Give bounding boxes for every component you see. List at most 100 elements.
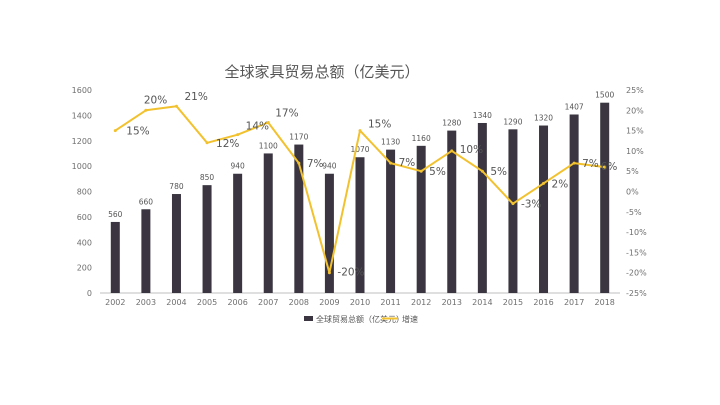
bar-value-label: 940 bbox=[322, 162, 337, 171]
x-tick-label: 2008 bbox=[289, 298, 309, 307]
right-tick-label: -15% bbox=[626, 248, 647, 257]
bar-value-label: 1070 bbox=[350, 145, 369, 154]
line-point bbox=[266, 120, 270, 124]
bar-series bbox=[110, 102, 610, 294]
left-tick-label: 600 bbox=[77, 213, 92, 222]
bar bbox=[141, 209, 151, 293]
bar-value-label: 1407 bbox=[565, 102, 584, 111]
bar bbox=[233, 173, 243, 293]
x-tick-label: 2014 bbox=[472, 298, 492, 307]
x-tick-label: 2003 bbox=[136, 298, 156, 307]
x-tick-label: 2013 bbox=[442, 298, 462, 307]
bar bbox=[508, 129, 518, 293]
x-tick-label: 2012 bbox=[411, 298, 431, 307]
x-tick-label: 2004 bbox=[166, 298, 186, 307]
right-tick-label: 25% bbox=[626, 86, 644, 95]
legend: 全球贸易总额（亿美元） 增速 bbox=[304, 314, 418, 324]
x-tick-label: 2006 bbox=[227, 298, 247, 307]
line-value-label: 5% bbox=[490, 166, 507, 178]
left-tick-label: 800 bbox=[77, 188, 92, 197]
line-value-label: 17% bbox=[275, 107, 298, 119]
bar-labels: 560 660 780 850 940 1100 1170 940 1070 1130 1160 12… bbox=[108, 91, 614, 219]
bar-value-label: 560 bbox=[108, 210, 123, 219]
bar bbox=[263, 153, 273, 293]
legend-bar-label: 全球贸易总额（亿美元） bbox=[316, 314, 404, 324]
bar-value-label: 1160 bbox=[412, 134, 431, 143]
line-point bbox=[480, 169, 484, 173]
line-value-label: 15% bbox=[368, 119, 391, 131]
line-point bbox=[174, 104, 178, 108]
line-value-label: 21% bbox=[184, 91, 207, 103]
line-point bbox=[236, 133, 240, 137]
bar-value-label: 1170 bbox=[289, 133, 308, 142]
right-tick-label: 20% bbox=[626, 106, 644, 115]
x-tick-label: 2002 bbox=[105, 298, 125, 307]
right-tick-label: -5% bbox=[626, 208, 642, 217]
line-point bbox=[327, 271, 331, 275]
x-tick-label: 2017 bbox=[564, 298, 584, 307]
line-value-label: 2% bbox=[552, 178, 569, 190]
line-series bbox=[113, 104, 607, 275]
bar bbox=[355, 157, 365, 293]
line-value-label: 14% bbox=[246, 121, 269, 133]
bar bbox=[569, 114, 579, 293]
right-tick-label: -10% bbox=[626, 228, 647, 237]
x-tick-label: 2005 bbox=[197, 298, 217, 307]
bar-value-label: 1340 bbox=[473, 111, 492, 120]
legend-line-label: 增速 bbox=[402, 314, 418, 324]
legend-bar-swatch bbox=[304, 316, 313, 321]
line-point bbox=[389, 161, 393, 165]
bar bbox=[600, 102, 610, 293]
line-value-label: -3% bbox=[521, 199, 541, 211]
chart-title: 全球家具贸易总额（亿美元） bbox=[224, 63, 419, 81]
right-axis: 25% 20% 15% 10% 5% 0% -5% -10% -15% -20% -25% bbox=[626, 86, 647, 298]
right-tick-label: -25% bbox=[626, 289, 647, 298]
bar-value-label: 660 bbox=[139, 197, 154, 206]
line-labels: 15% 20% 21% 12% 14% 17% 7% -20% 15% 7% 5% 10% 5% -3% 2… bbox=[126, 91, 617, 278]
x-tick-label: 2016 bbox=[533, 298, 553, 307]
x-axis: 2002 2003 2004 2005 2006 2007 2008 2009 2010 2011… bbox=[105, 298, 615, 307]
right-tick-label: 10% bbox=[626, 147, 644, 156]
right-tick-label: 15% bbox=[626, 127, 644, 136]
bar bbox=[386, 149, 396, 293]
bar-value-label: 850 bbox=[200, 173, 215, 182]
x-tick-label: 2011 bbox=[380, 298, 400, 307]
line-value-label: 10% bbox=[460, 144, 483, 156]
bar-value-label: 940 bbox=[230, 162, 245, 171]
line-value-label: 7% bbox=[307, 158, 324, 170]
line-point bbox=[144, 108, 148, 112]
bar-value-label: 780 bbox=[169, 182, 184, 191]
bar bbox=[416, 145, 426, 293]
line-point bbox=[297, 161, 301, 165]
bar bbox=[202, 185, 212, 293]
line-point bbox=[603, 165, 607, 169]
left-tick-label: 0 bbox=[87, 289, 92, 298]
x-tick-label: 2018 bbox=[595, 298, 615, 307]
bar-value-label: 1100 bbox=[259, 141, 278, 150]
line-point bbox=[113, 129, 117, 133]
line-value-label: 6% bbox=[601, 161, 618, 173]
x-tick-label: 2010 bbox=[350, 298, 370, 307]
bar bbox=[110, 221, 120, 293]
bar-value-label: 1500 bbox=[595, 91, 614, 100]
left-tick-label: 1200 bbox=[72, 137, 92, 146]
line-point bbox=[358, 129, 362, 133]
bar bbox=[477, 122, 487, 293]
left-axis: 0 200 400 600 800 1000 1200 1400 1600 bbox=[72, 86, 92, 298]
right-tick-label: -20% bbox=[626, 269, 647, 278]
line-value-label: 7% bbox=[582, 158, 599, 170]
line-point bbox=[419, 169, 423, 173]
left-tick-label: 1600 bbox=[72, 86, 92, 95]
right-tick-label: 0% bbox=[626, 188, 639, 197]
bar bbox=[324, 173, 334, 293]
line-point bbox=[511, 202, 515, 206]
line-point bbox=[572, 161, 576, 165]
bar-value-label: 1130 bbox=[381, 138, 400, 147]
x-tick-label: 2009 bbox=[319, 298, 339, 307]
line-point bbox=[542, 181, 546, 185]
bar-value-label: 1290 bbox=[503, 117, 522, 126]
line-value-label: 12% bbox=[216, 138, 239, 150]
left-tick-label: 400 bbox=[77, 238, 92, 247]
bar bbox=[447, 130, 457, 293]
